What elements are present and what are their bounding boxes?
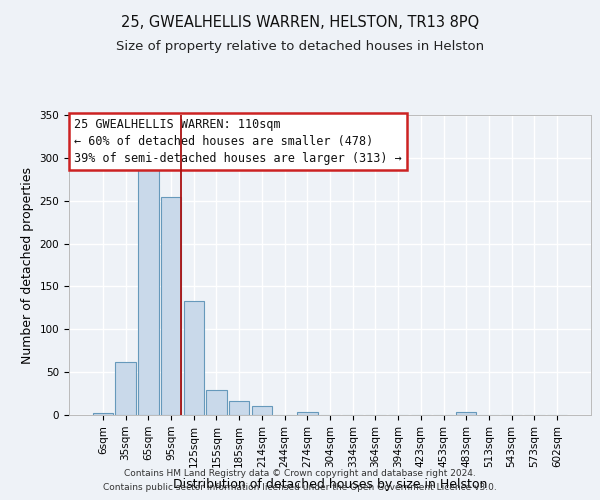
Bar	[297, 412, 317, 415]
Bar	[184, 301, 204, 415]
Y-axis label: Number of detached properties: Number of detached properties	[21, 166, 34, 364]
Bar	[251, 406, 272, 415]
Text: Contains public sector information licensed under the Open Government Licence v3: Contains public sector information licen…	[103, 484, 497, 492]
Bar	[115, 362, 136, 415]
Text: Contains HM Land Registry data © Crown copyright and database right 2024.: Contains HM Land Registry data © Crown c…	[124, 468, 476, 477]
X-axis label: Distribution of detached houses by size in Helston: Distribution of detached houses by size …	[173, 478, 487, 491]
Bar	[93, 414, 113, 415]
Bar	[456, 412, 476, 415]
Text: 25 GWEALHELLIS WARREN: 110sqm
← 60% of detached houses are smaller (478)
39% of : 25 GWEALHELLIS WARREN: 110sqm ← 60% of d…	[74, 118, 402, 165]
Text: Size of property relative to detached houses in Helston: Size of property relative to detached ho…	[116, 40, 484, 53]
Text: 25, GWEALHELLIS WARREN, HELSTON, TR13 8PQ: 25, GWEALHELLIS WARREN, HELSTON, TR13 8P…	[121, 15, 479, 30]
Bar	[229, 402, 250, 415]
Bar	[161, 198, 181, 415]
Bar	[206, 390, 227, 415]
Bar	[138, 164, 158, 415]
